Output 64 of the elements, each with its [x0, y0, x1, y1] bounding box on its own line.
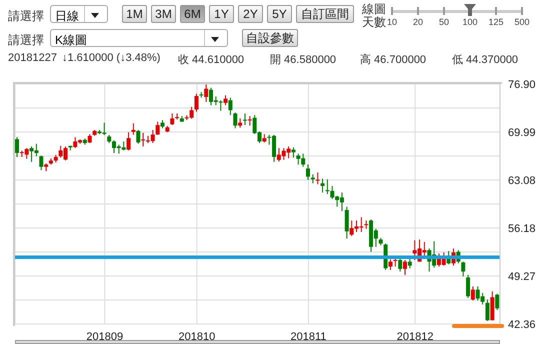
text: 低 44.370000 — [452, 53, 518, 67]
x-tick-label: 201810 — [178, 330, 216, 343]
candlestick — [238, 118, 242, 128]
text: 請選擇 — [8, 8, 44, 25]
candlestick — [495, 293, 500, 311]
candlestick — [485, 299, 490, 322]
text: ↓1.610000 (↓3.48%) — [62, 52, 160, 64]
text: 20181227 — [8, 52, 57, 64]
x-tick-label: 201809 — [86, 330, 124, 343]
button: 1M — [122, 5, 147, 23]
text: 高 46.700000 — [360, 52, 426, 67]
candlestick — [470, 286, 475, 302]
y-tick-label: 42.36 — [508, 318, 536, 331]
candlestick — [320, 178, 325, 194]
button: 5Y — [267, 5, 292, 23]
candlestick — [490, 290, 494, 321]
dropdown: K線圖 — [50, 29, 228, 47]
x-tick-label: 201812 — [396, 330, 434, 343]
candlestick — [344, 206, 349, 240]
text: 線圖天數 — [362, 2, 387, 29]
candlestick — [204, 84, 208, 102]
button: 2Y — [238, 5, 263, 23]
candlestick — [170, 112, 174, 126]
candlestick — [233, 112, 238, 129]
candlestick — [194, 93, 198, 112]
y-tick-label: 76.90 — [508, 78, 536, 91]
candlestick — [325, 178, 330, 195]
candlestick — [190, 106, 194, 120]
candlestick — [306, 164, 310, 181]
candlestick — [15, 136, 19, 158]
candlestick — [131, 122, 136, 136]
candlestick — [228, 97, 232, 116]
x-tick-label: 201811 — [290, 330, 326, 343]
candlestick — [403, 260, 407, 276]
button: 1Y — [209, 5, 234, 23]
candlestick — [242, 112, 247, 126]
text: 請選擇 — [8, 32, 44, 49]
dropdown: 日線 — [50, 5, 108, 23]
candlestick — [156, 121, 160, 136]
y-tick-label: 63.08 — [508, 174, 536, 187]
candlestick — [408, 258, 412, 269]
slider: 10 20 50 100 125 500 — [386, 4, 532, 32]
candlestick — [398, 257, 402, 272]
y-tick-label: 69.99 — [508, 126, 536, 139]
candlestick — [461, 261, 466, 277]
button: 自設參數 — [242, 29, 298, 47]
candlestick — [136, 129, 140, 144]
candlestick — [141, 132, 146, 147]
text: 開 46.580000 — [270, 53, 336, 67]
candlestick — [388, 258, 392, 270]
button: 6M — [180, 5, 205, 23]
candlestick — [248, 116, 252, 126]
candlestick — [224, 94, 228, 106]
candlestick — [126, 132, 131, 151]
candlestick — [446, 250, 451, 265]
candlestick — [39, 155, 44, 171]
y-tick-label: 56.18 — [508, 222, 536, 235]
text: 收 44.610000 — [178, 53, 244, 67]
candlestick — [316, 172, 320, 185]
button: 自訂區間 — [296, 5, 354, 23]
button: 3M — [151, 5, 176, 23]
candlestick — [291, 146, 296, 158]
y-tick-label: 49.27 — [508, 270, 536, 283]
candlestick — [466, 274, 470, 298]
